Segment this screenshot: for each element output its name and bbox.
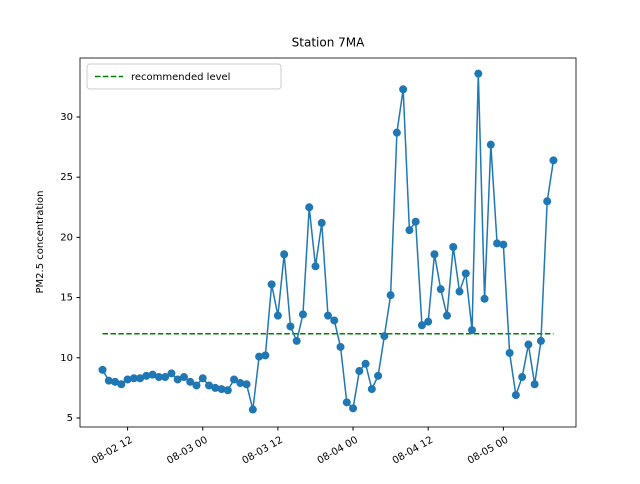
data-point <box>236 379 245 388</box>
data-point <box>367 385 376 394</box>
data-point <box>342 398 351 407</box>
data-point <box>230 375 239 384</box>
data-point <box>142 371 151 380</box>
data-point <box>430 250 439 259</box>
data-point <box>355 367 364 376</box>
data-point <box>242 380 251 389</box>
data-point <box>129 374 138 383</box>
data-point <box>468 326 477 335</box>
data-point <box>136 374 145 383</box>
data-point <box>361 359 370 368</box>
data-point <box>311 262 320 271</box>
y-axis-label: PM2.5 concentration <box>35 191 46 294</box>
legend-label: recommended level <box>131 72 230 83</box>
data-point <box>167 369 176 378</box>
data-point <box>330 316 339 325</box>
data-point <box>298 310 307 319</box>
data-point <box>530 380 539 389</box>
data-point <box>248 405 257 414</box>
plot-frame <box>79 57 577 428</box>
data-point <box>104 376 113 385</box>
data-point <box>518 373 527 382</box>
data-point <box>524 340 533 349</box>
data-point <box>98 365 107 374</box>
data-point <box>424 317 433 326</box>
y-tick-label: 20 <box>60 232 73 243</box>
data-point <box>399 85 408 94</box>
data-point <box>405 226 414 235</box>
data-point <box>179 373 188 382</box>
y-tick-label: 25 <box>60 172 73 183</box>
data-point <box>336 342 345 351</box>
data-point <box>511 391 520 400</box>
data-point <box>111 377 120 386</box>
data-point <box>261 351 270 360</box>
data-point <box>436 285 445 294</box>
data-point <box>386 291 395 300</box>
legend-box <box>86 63 282 90</box>
data-point <box>449 243 458 252</box>
data-point <box>267 280 276 289</box>
data-point <box>480 294 489 303</box>
data-point <box>411 217 420 226</box>
data-point <box>292 336 301 345</box>
data-point <box>286 322 295 331</box>
data-point <box>280 250 289 259</box>
data-point <box>474 69 483 78</box>
y-tick-label: 15 <box>60 293 73 304</box>
data-point <box>392 128 401 137</box>
data-point <box>536 336 545 345</box>
data-point <box>461 269 470 278</box>
data-point <box>211 383 220 392</box>
y-tick-label: 10 <box>60 353 73 364</box>
data-point <box>349 404 358 413</box>
data-point <box>117 380 126 389</box>
data-point <box>148 370 157 379</box>
data-point <box>123 375 132 384</box>
data-point <box>493 239 502 248</box>
y-tick-label: 5 <box>67 413 73 424</box>
data-point <box>505 348 514 357</box>
data-point <box>417 321 426 330</box>
data-point <box>305 203 314 212</box>
data-point <box>217 385 226 394</box>
data-point <box>273 311 282 320</box>
data-point <box>549 156 558 165</box>
data-point <box>455 287 464 296</box>
data-point <box>543 197 552 206</box>
data-point <box>186 377 195 386</box>
data-point <box>317 218 326 227</box>
chart-title: Station 7MA <box>292 36 365 50</box>
data-point <box>324 311 332 320</box>
data-point <box>255 352 264 361</box>
data-point <box>198 374 207 383</box>
data-point <box>380 332 389 341</box>
data-point <box>154 373 163 382</box>
data-point <box>161 373 170 382</box>
data-point <box>173 375 182 384</box>
y-tick-label: 30 <box>60 112 73 123</box>
data-point <box>442 311 451 320</box>
data-point <box>192 381 201 390</box>
data-point <box>486 140 495 149</box>
data-point <box>374 371 383 380</box>
data-point <box>499 240 508 249</box>
data-point <box>223 386 232 395</box>
data-point <box>205 381 214 390</box>
